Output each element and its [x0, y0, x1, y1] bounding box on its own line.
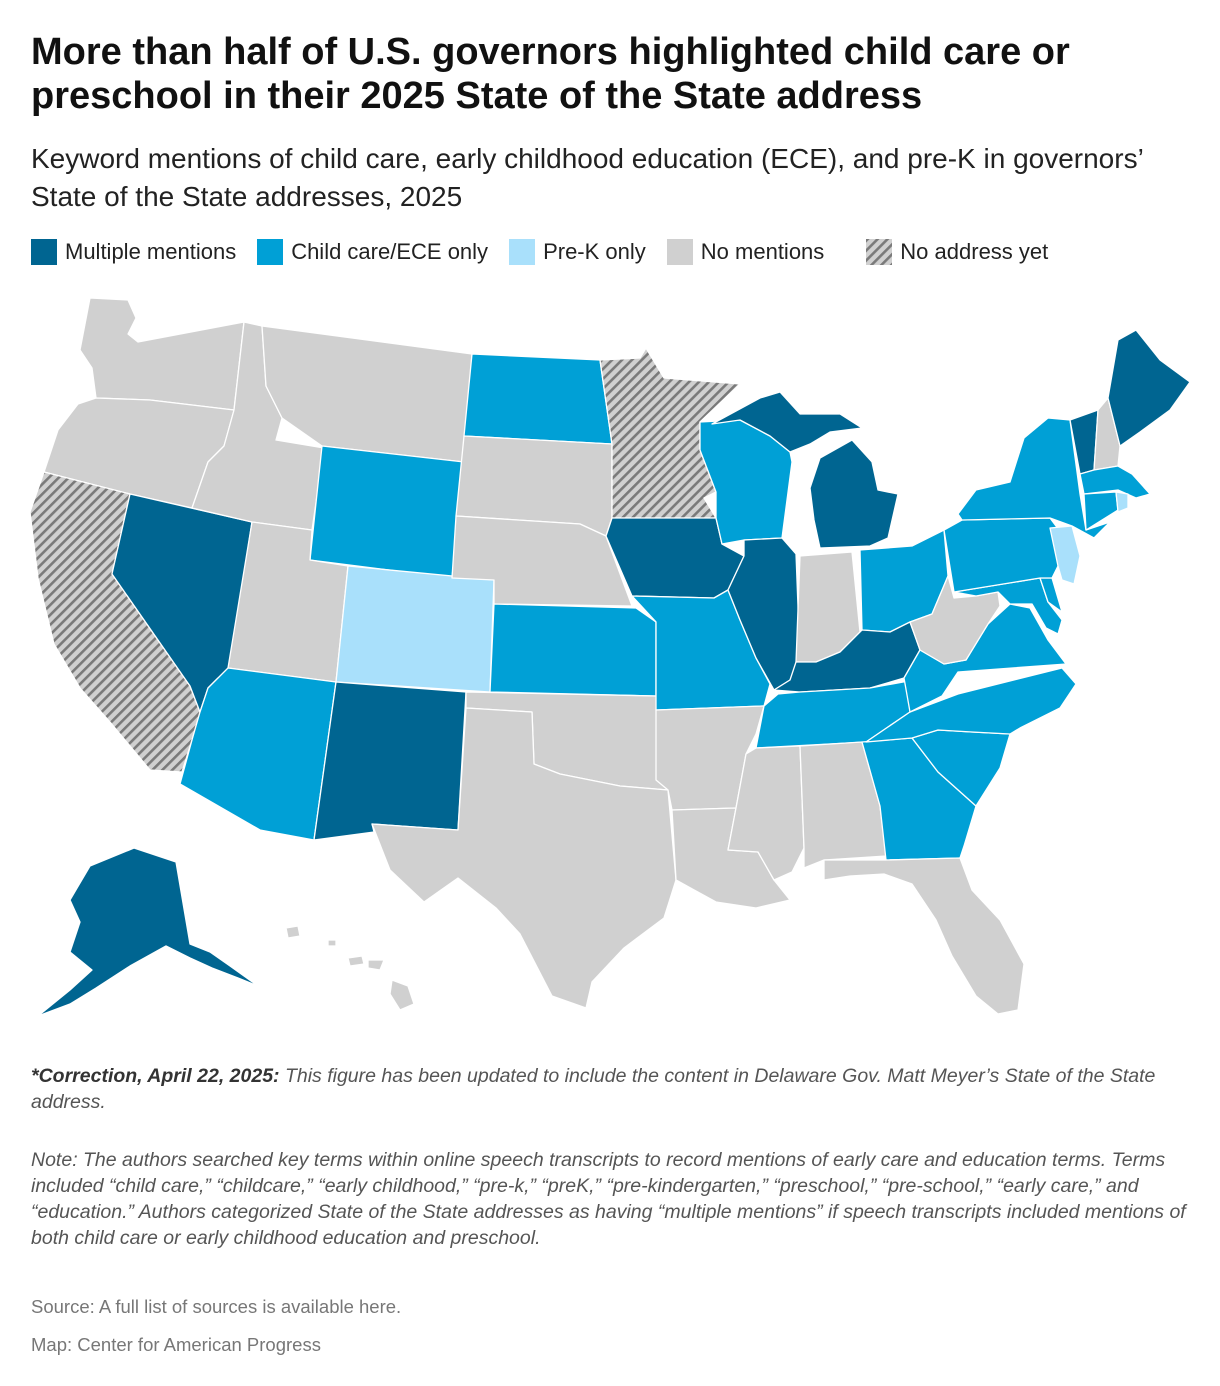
legend-item-childcare: Child care/ECE only: [257, 239, 488, 265]
legend-item-multiple: Multiple mentions: [31, 239, 236, 265]
state-ct: [1083, 491, 1119, 531]
state-mt: [261, 325, 473, 463]
state-ak: [37, 847, 259, 1017]
correction-text: This figure has been updated to include …: [31, 1065, 1156, 1113]
state-nm: [313, 681, 467, 841]
methodology-note: Note: The authors searched key terms wit…: [31, 1149, 1186, 1249]
legend-item-noaddr: No address yet: [866, 239, 1048, 265]
us-map: [29, 297, 1191, 1017]
state-mi: [711, 391, 899, 549]
state-me: [1107, 329, 1191, 447]
chart-title: More than half of U.S. governors highlig…: [31, 31, 1070, 117]
state-hi: [285, 925, 415, 1011]
legend-swatch-multiple: [31, 239, 57, 265]
chart-subtitle: Keyword mentions of child care, early ch…: [31, 143, 1143, 212]
state-ne: [451, 515, 633, 607]
legend-swatch-childcare: [257, 239, 284, 265]
state-nh: [1093, 397, 1121, 471]
state-co: [335, 565, 495, 693]
legend-label-prek: Pre-K only: [543, 239, 646, 264]
legend-swatch-none: [666, 239, 693, 265]
legend: Multiple mentions Child care/ECE only Pr…: [31, 238, 1069, 266]
state-nc: [865, 667, 1077, 743]
legend-swatch-prek: [509, 239, 536, 265]
state-ks: [489, 603, 657, 697]
legend-label-multiple: Multiple mentions: [65, 239, 237, 264]
legend-label-none: No mentions: [700, 239, 825, 264]
source-line: Source: A full list of sources is availa…: [31, 1296, 402, 1317]
state-tx: [371, 707, 677, 1009]
legend-item-prek: Pre-K only: [509, 239, 646, 265]
legend-label-noaddr: No address yet: [900, 239, 1049, 264]
state-fl: [823, 857, 1025, 1015]
state-ri: [1115, 491, 1129, 513]
legend-label-childcare: Child care/ECE only: [291, 239, 489, 264]
correction-label: *Correction, April 22, 2025:: [31, 1065, 280, 1087]
legend-item-none: No mentions: [666, 239, 825, 265]
state-ny: [957, 417, 1111, 539]
state-wy: [309, 445, 465, 579]
credit-line: Map: Center for American Progress: [31, 1334, 321, 1355]
state-wa: [79, 297, 245, 411]
state-wv: [909, 575, 1001, 665]
legend-swatch-noaddr: [866, 239, 893, 265]
state-nd: [463, 353, 613, 445]
correction-note: *Correction, April 22, 2025: This figure…: [31, 1063, 1191, 1115]
